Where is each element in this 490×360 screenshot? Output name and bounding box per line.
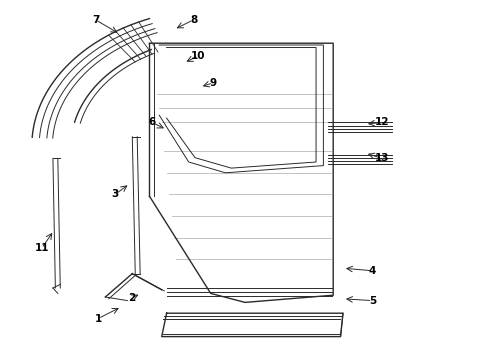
Text: 1: 1 — [95, 314, 101, 324]
Text: 11: 11 — [34, 243, 49, 253]
Text: 12: 12 — [375, 117, 390, 127]
Text: 4: 4 — [368, 266, 376, 276]
Text: 5: 5 — [369, 296, 376, 306]
Text: 3: 3 — [112, 189, 119, 199]
Text: 6: 6 — [148, 117, 155, 127]
Text: 9: 9 — [210, 78, 217, 88]
Text: 7: 7 — [92, 15, 99, 25]
Text: 2: 2 — [128, 293, 135, 303]
Text: 10: 10 — [191, 51, 206, 61]
Text: 8: 8 — [190, 15, 197, 25]
Text: 13: 13 — [375, 153, 390, 163]
